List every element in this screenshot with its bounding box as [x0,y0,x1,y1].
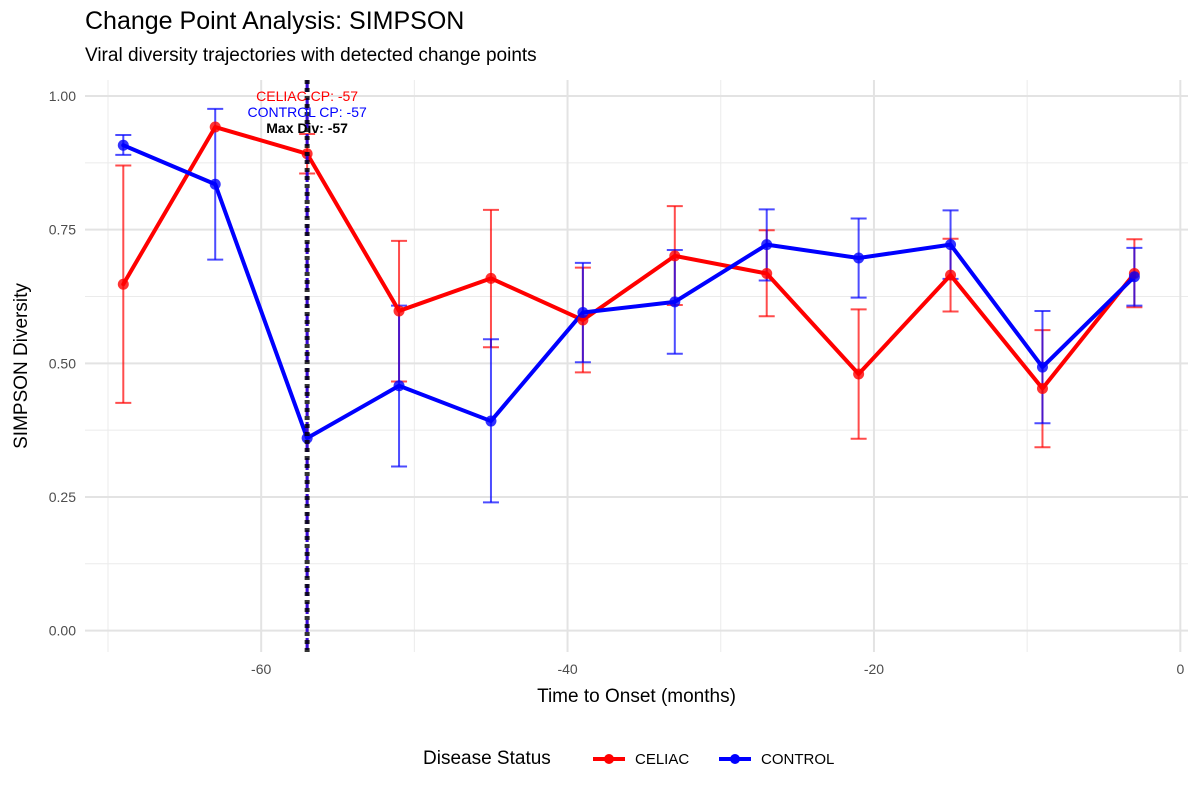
data-point-celiac [485,272,497,284]
data-point-celiac [669,250,681,262]
chart-subtitle: Viral diversity trajectories with detect… [85,45,537,66]
change-point-annotation: CONTROL CP: -57 [247,104,366,120]
series-line-celiac [121,125,1137,391]
data-point-celiac [945,269,957,281]
data-point-control [117,139,129,151]
legend-label-control: CONTROL [761,751,835,768]
y-tick-label: 0.75 [49,222,76,238]
series-line-control [121,143,1137,441]
chart-title: Change Point Analysis: SIMPSON [85,7,465,35]
legend-label-celiac: CELIAC [635,751,690,768]
chart-plot: 0.00 0.25 0.50 0.75 1.00 -60 -40 -20 0 Time to On… [11,80,1188,707]
y-tick-label: 0.00 [49,623,76,639]
y-axis-title: SIMPSON Diversity [11,283,32,449]
data-point-celiac [117,278,129,290]
data-point-control [209,178,221,190]
legend: Disease Status CELIAC CONTROL [0,745,1200,779]
x-axis-title: Time to Onset (months) [537,686,736,707]
data-point-celiac [853,368,865,380]
change-point-annotation: CELIAC CP: -57 [256,88,358,104]
data-point-celiac [1036,382,1048,394]
y-tick-label: 0.50 [49,355,76,371]
x-tick-label: -20 [864,661,884,677]
x-tick-label: -60 [251,661,271,677]
data-point-celiac [393,305,405,317]
data-point-control [301,432,313,444]
x-tick-label: -40 [557,661,577,677]
data-point-control [485,415,497,427]
data-point-control [761,239,773,251]
x-tick-label: 0 [1176,661,1184,677]
legend-title: Disease Status [423,748,551,769]
data-point-control [669,296,681,308]
y-tick-label: 0.25 [49,489,76,505]
data-point-control [1128,271,1140,283]
legend-key-celiac [593,754,625,764]
data-point-celiac [209,121,221,133]
data-point-control [577,307,589,319]
y-tick-label: 1.00 [49,88,76,104]
change-point-annotation: Max Div: -57 [266,120,348,136]
data-point-control [945,239,957,251]
data-point-celiac [761,268,773,280]
data-point-control [393,380,405,392]
legend-key-control [719,754,751,764]
data-point-control [853,252,865,264]
data-point-control [1036,361,1048,373]
